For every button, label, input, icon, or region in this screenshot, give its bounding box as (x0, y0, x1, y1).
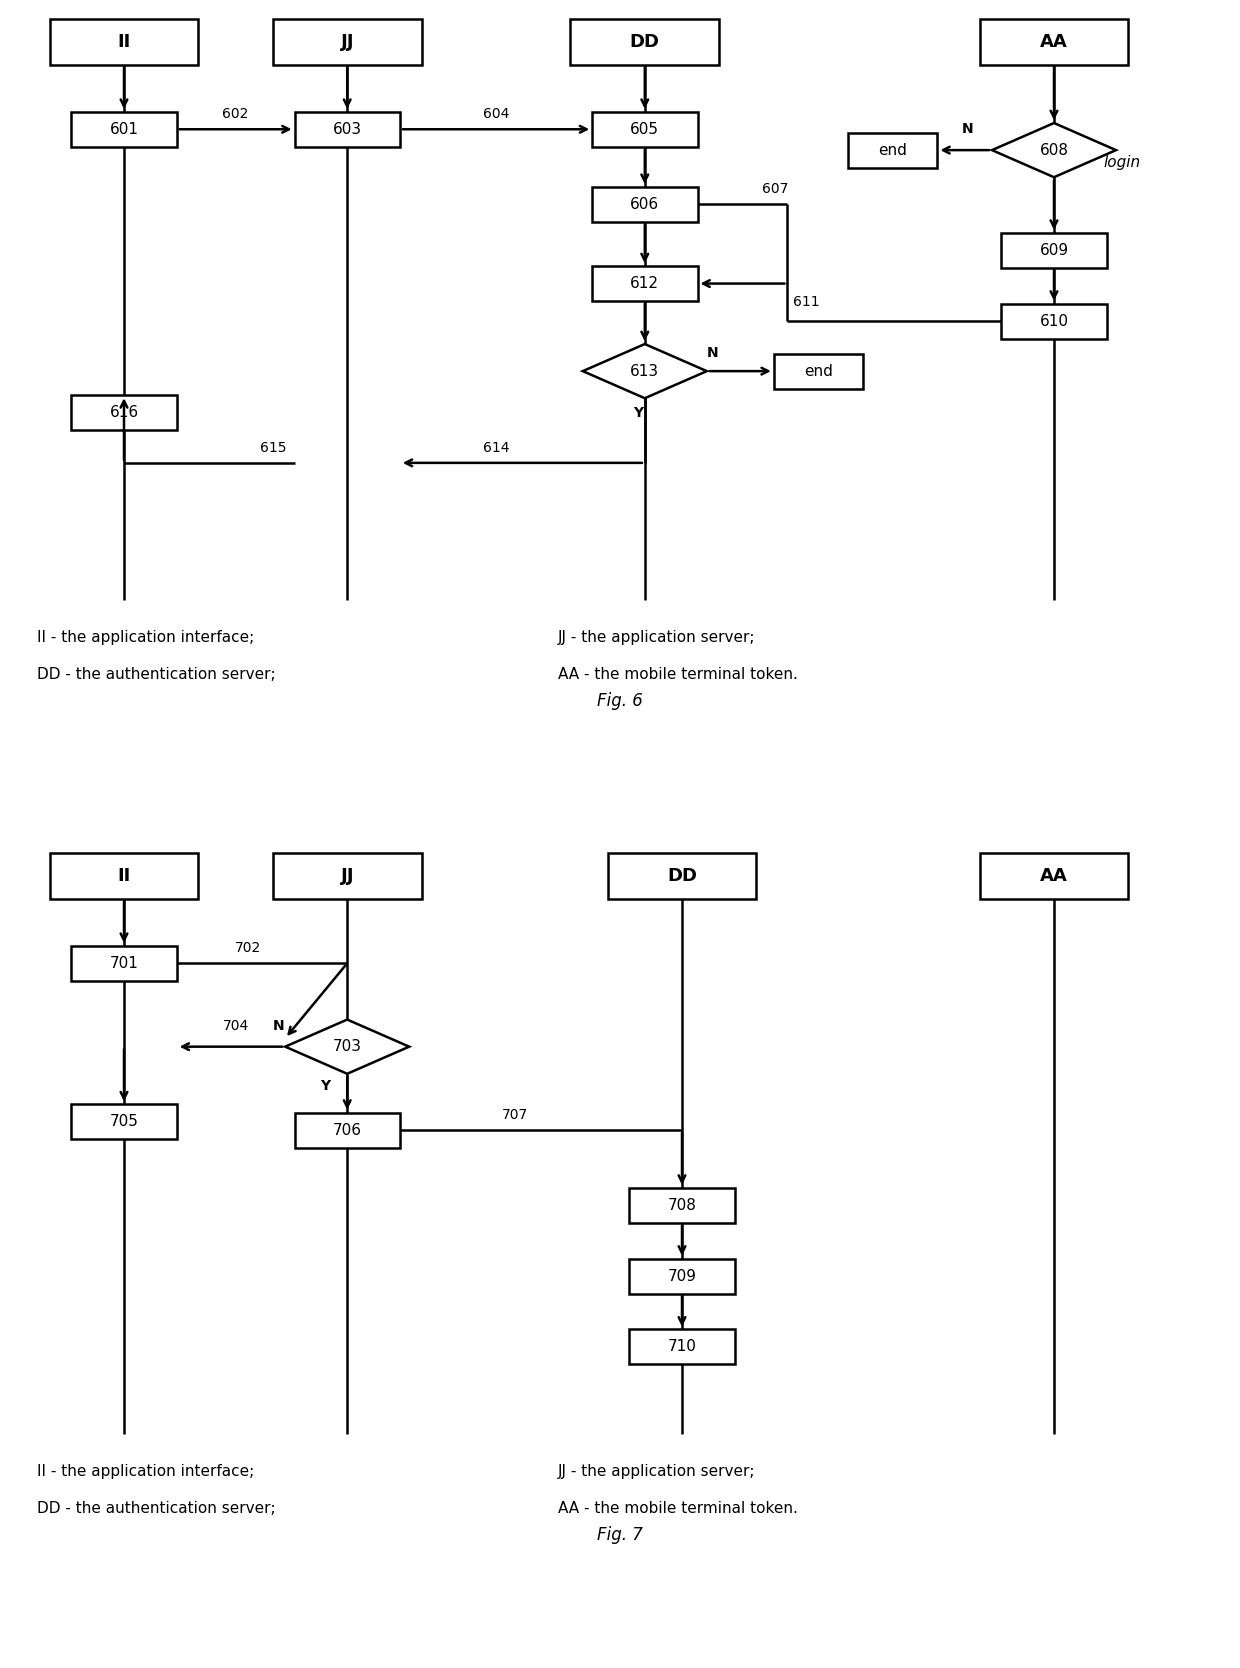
FancyBboxPatch shape (570, 18, 719, 65)
Text: AA - the mobile terminal token.: AA - the mobile terminal token. (558, 667, 797, 682)
FancyBboxPatch shape (71, 946, 177, 981)
Text: 603: 603 (332, 122, 362, 137)
Text: 704: 704 (222, 1019, 249, 1032)
FancyBboxPatch shape (71, 395, 177, 430)
Text: JJ: JJ (341, 867, 353, 884)
Text: N: N (273, 1019, 285, 1032)
FancyBboxPatch shape (630, 1329, 734, 1364)
FancyBboxPatch shape (273, 852, 422, 899)
Text: 610: 610 (1039, 314, 1069, 329)
Text: 701: 701 (109, 956, 139, 971)
Text: AA: AA (1040, 867, 1068, 884)
FancyBboxPatch shape (71, 112, 177, 147)
Text: 616: 616 (109, 405, 139, 420)
Text: end: end (804, 364, 833, 379)
Text: 615: 615 (259, 440, 286, 455)
Text: 705: 705 (109, 1114, 139, 1129)
FancyBboxPatch shape (1002, 234, 1107, 267)
Text: 710: 710 (667, 1339, 697, 1354)
Text: 708: 708 (667, 1198, 697, 1213)
FancyBboxPatch shape (980, 852, 1128, 899)
Text: Y: Y (320, 1079, 330, 1093)
FancyBboxPatch shape (593, 112, 697, 147)
Text: 608: 608 (1039, 143, 1069, 157)
Text: 611: 611 (792, 295, 820, 309)
Text: N: N (961, 122, 973, 137)
FancyBboxPatch shape (608, 852, 756, 899)
Polygon shape (992, 123, 1116, 177)
Text: DD: DD (667, 867, 697, 884)
Text: II: II (118, 33, 130, 50)
Text: 614: 614 (482, 440, 510, 455)
Text: 605: 605 (630, 122, 660, 137)
Text: 604: 604 (482, 107, 510, 122)
Text: 607: 607 (761, 182, 789, 197)
FancyBboxPatch shape (50, 852, 198, 899)
Text: 602: 602 (222, 107, 249, 122)
Text: JJ: JJ (341, 33, 353, 50)
FancyBboxPatch shape (295, 112, 399, 147)
FancyBboxPatch shape (71, 1104, 177, 1139)
FancyBboxPatch shape (295, 1113, 399, 1148)
FancyBboxPatch shape (630, 1259, 734, 1294)
FancyBboxPatch shape (848, 133, 937, 168)
FancyBboxPatch shape (980, 18, 1128, 65)
Text: DD - the authentication server;: DD - the authentication server; (37, 1501, 275, 1516)
Text: login: login (1104, 155, 1141, 170)
Text: II - the application interface;: II - the application interface; (37, 1465, 254, 1478)
Text: 709: 709 (667, 1269, 697, 1283)
Text: 702: 702 (234, 941, 262, 956)
Text: N: N (707, 345, 719, 360)
Text: end: end (878, 143, 908, 157)
Text: Fig. 6: Fig. 6 (598, 692, 642, 711)
Text: 612: 612 (630, 277, 660, 290)
Text: 601: 601 (109, 122, 139, 137)
Text: 609: 609 (1039, 244, 1069, 257)
FancyBboxPatch shape (593, 187, 697, 222)
FancyBboxPatch shape (774, 354, 863, 389)
Text: 703: 703 (332, 1039, 362, 1054)
Polygon shape (583, 344, 707, 399)
FancyBboxPatch shape (630, 1188, 734, 1223)
Text: 606: 606 (630, 197, 660, 212)
FancyBboxPatch shape (1002, 304, 1107, 339)
Text: 613: 613 (630, 364, 660, 379)
Text: AA: AA (1040, 33, 1068, 50)
Text: DD - the authentication server;: DD - the authentication server; (37, 667, 275, 682)
Text: II - the application interface;: II - the application interface; (37, 631, 254, 644)
Text: Y: Y (634, 407, 644, 420)
Text: Fig. 7: Fig. 7 (598, 1526, 642, 1545)
Text: II: II (118, 867, 130, 884)
Text: 707: 707 (501, 1108, 528, 1123)
Text: AA - the mobile terminal token.: AA - the mobile terminal token. (558, 1501, 797, 1516)
FancyBboxPatch shape (50, 18, 198, 65)
Text: DD: DD (630, 33, 660, 50)
Text: JJ - the application server;: JJ - the application server; (558, 631, 755, 644)
FancyBboxPatch shape (593, 265, 697, 302)
Polygon shape (285, 1019, 409, 1074)
FancyBboxPatch shape (273, 18, 422, 65)
Text: JJ - the application server;: JJ - the application server; (558, 1465, 755, 1478)
Text: 706: 706 (332, 1123, 362, 1138)
